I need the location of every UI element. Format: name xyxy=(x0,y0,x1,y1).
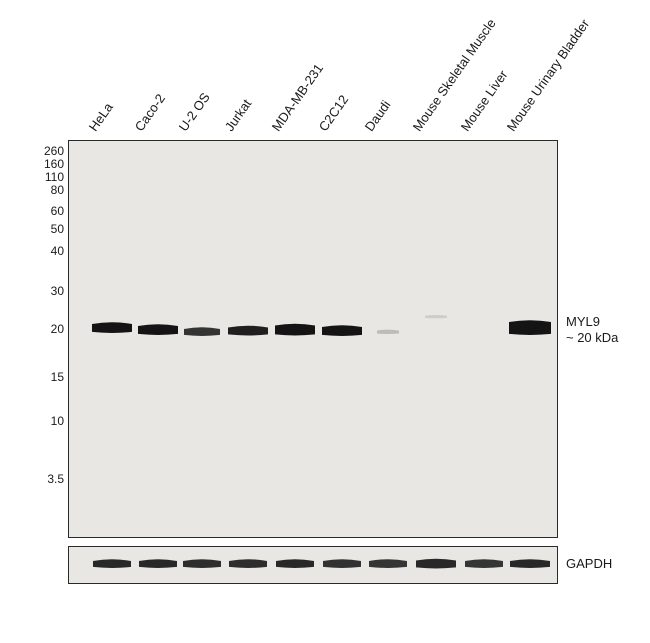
mw-marker-label: 260 xyxy=(30,144,64,158)
loading-control-label: GAPDH xyxy=(566,556,612,571)
mw-marker-label: 80 xyxy=(30,183,64,197)
lane-label: Mouse Liver xyxy=(458,67,511,134)
lane-label: Mouse Urinary Bladder xyxy=(504,16,593,134)
mw-marker-label: 110 xyxy=(30,170,64,184)
main-blot-panel xyxy=(68,140,558,538)
mw-marker-label: 15 xyxy=(30,370,64,384)
mw-marker-label: 60 xyxy=(30,204,64,218)
lane-label: Mouse Skeletal Muscle xyxy=(410,16,499,134)
lane-label: U-2 OS xyxy=(176,90,213,134)
target-protein-size-label: ~ 20 kDa xyxy=(566,330,618,345)
gapdh-blot-panel xyxy=(68,546,558,584)
lane-label: C2C12 xyxy=(316,92,351,134)
lane-label: Jurkat xyxy=(222,96,255,134)
mw-marker-label: 160 xyxy=(30,157,64,171)
mw-marker-label: 50 xyxy=(30,222,64,236)
lane-label: Daudi xyxy=(362,98,394,134)
lane-label: HeLa xyxy=(86,100,116,134)
mw-marker-label: 3.5 xyxy=(30,472,64,486)
target-protein-label: MYL9 xyxy=(566,314,600,329)
mw-marker-label: 40 xyxy=(30,244,64,258)
western-blot-figure: HeLa Caco-2 U-2 OS Jurkat MDA-MB-231 C2C… xyxy=(0,0,650,643)
mw-marker-label: 30 xyxy=(30,284,64,298)
mw-marker-label: 20 xyxy=(30,322,64,336)
lane-label: Caco-2 xyxy=(132,91,168,134)
mw-marker-label: 10 xyxy=(30,414,64,428)
